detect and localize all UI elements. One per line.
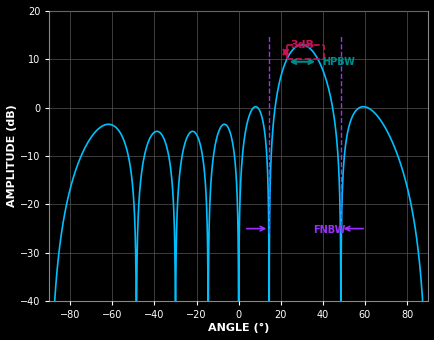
Text: 3dB: 3dB — [289, 40, 313, 50]
Text: FNBW: FNBW — [312, 225, 345, 235]
X-axis label: ANGLE (°): ANGLE (°) — [207, 323, 269, 333]
Text: HPBW: HPBW — [322, 57, 354, 67]
Y-axis label: AMPLITUDE (dB): AMPLITUDE (dB) — [7, 105, 17, 207]
